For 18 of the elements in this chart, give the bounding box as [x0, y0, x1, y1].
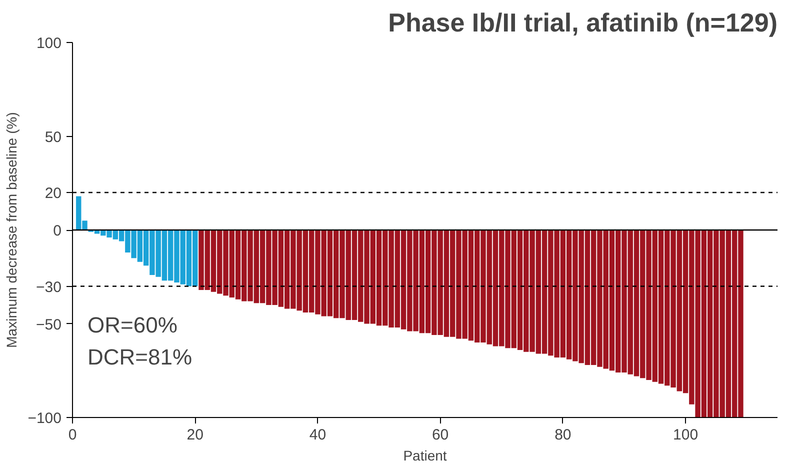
y-tick-label: 20 [44, 185, 62, 202]
x-axis-title: Patient [403, 448, 447, 464]
annotation: DCR=81% [88, 344, 192, 370]
y-tick-label: −100 [28, 410, 62, 427]
y-tick-label: 50 [44, 128, 62, 146]
x-tick-label: 20 [186, 426, 204, 444]
annotation: OR=60% [88, 312, 178, 338]
x-tick-label: 100 [673, 426, 698, 444]
y-axis-title: Maximum decrease from baseline (%) [4, 112, 20, 348]
x-tick-label: 0 [68, 426, 77, 444]
x-tick-label: 60 [432, 426, 449, 444]
y-tick-label: −50 [36, 316, 62, 334]
chart-title: Phase Ib/II trial, afatinib (n=129) [388, 8, 778, 38]
x-tick-label: 80 [554, 426, 572, 444]
y-tick-label: 100 [36, 35, 62, 52]
y-tick-label: −30 [36, 278, 62, 296]
x-tick-label: 40 [309, 426, 326, 444]
y-tick-label: 0 [53, 222, 62, 240]
